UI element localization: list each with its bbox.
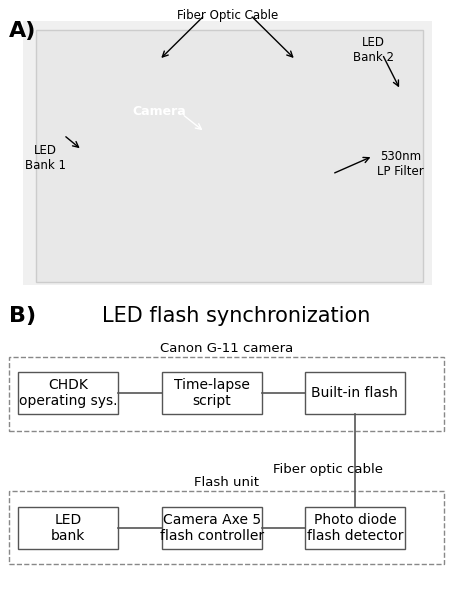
FancyBboxPatch shape <box>18 372 118 414</box>
FancyBboxPatch shape <box>162 372 262 414</box>
FancyBboxPatch shape <box>18 507 118 549</box>
FancyBboxPatch shape <box>305 372 405 414</box>
Bar <box>23 21 432 285</box>
FancyBboxPatch shape <box>162 507 262 549</box>
Text: LED
bank: LED bank <box>51 513 86 543</box>
Text: Photo diode
flash detector: Photo diode flash detector <box>307 513 403 543</box>
Text: LED
Bank 2: LED Bank 2 <box>353 36 394 64</box>
Text: B): B) <box>9 306 36 326</box>
Text: Time-lapse
script: Time-lapse script <box>174 378 249 408</box>
Text: Flash unit: Flash unit <box>194 476 259 489</box>
Text: Fiber optic cable: Fiber optic cable <box>273 463 383 476</box>
Text: 530nm
LP Filter: 530nm LP Filter <box>377 150 424 178</box>
Text: CHDK
operating sys.: CHDK operating sys. <box>19 378 117 408</box>
Bar <box>36 30 423 282</box>
FancyBboxPatch shape <box>305 507 405 549</box>
Text: A): A) <box>9 21 36 41</box>
Text: LED flash synchronization: LED flash synchronization <box>102 306 371 326</box>
Text: Camera: Camera <box>132 105 186 118</box>
Text: Built-in flash: Built-in flash <box>312 386 398 400</box>
Text: Camera Axe 5
flash controller: Camera Axe 5 flash controller <box>160 513 263 543</box>
Text: LED
Bank 1: LED Bank 1 <box>25 144 66 172</box>
Text: Canon G-11 camera: Canon G-11 camera <box>160 343 293 355</box>
Text: Fiber Optic Cable: Fiber Optic Cable <box>177 9 278 22</box>
